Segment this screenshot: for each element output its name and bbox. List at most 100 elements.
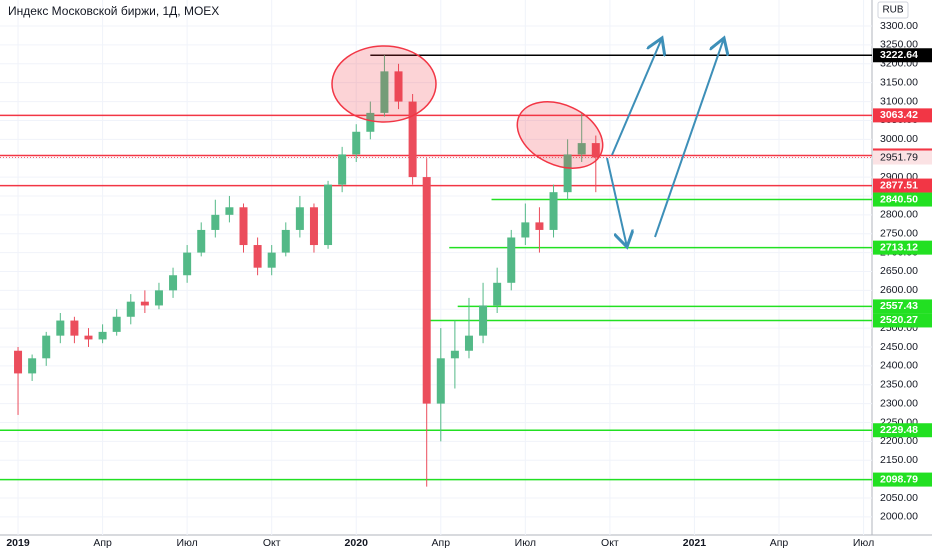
level-label: 2877.51 — [880, 179, 918, 191]
candle-body — [591, 143, 600, 158]
current-price-label: 2951.79 — [880, 151, 918, 163]
level-label-bg — [873, 299, 932, 314]
highlight-ellipse — [331, 45, 437, 123]
candle-body — [422, 177, 431, 404]
candle-body — [70, 320, 79, 336]
y-tick-label: 2150.00 — [880, 454, 918, 466]
x-tick-label: Июл — [176, 537, 197, 549]
candle-body — [295, 207, 304, 230]
candle-body — [507, 237, 516, 283]
x-tick-label: Апр — [770, 537, 789, 549]
x-tick-label: Июл — [515, 537, 536, 549]
candle-body — [169, 275, 178, 291]
level-label: 2229.48 — [880, 424, 918, 436]
x-tick-label: Окт — [263, 537, 281, 549]
y-tick-label: 3100.00 — [880, 95, 918, 107]
candle-body — [521, 222, 530, 238]
candle-body — [394, 71, 403, 102]
candle-body — [140, 301, 149, 306]
y-tick-label: 2450.00 — [880, 341, 918, 353]
candle-body — [14, 350, 23, 374]
x-tick-label: Апр — [93, 537, 112, 549]
candle-body — [154, 290, 163, 306]
candle-body — [366, 112, 375, 132]
current-price-bg — [873, 150, 932, 165]
grid — [0, 0, 872, 535]
candle-body — [535, 222, 544, 230]
y-tick-label: 3300.00 — [880, 20, 918, 32]
candle-body — [577, 143, 586, 155]
candle-body — [112, 316, 121, 332]
level-label-bg — [873, 423, 932, 438]
candle-body — [28, 358, 37, 374]
y-tick-label: 2750.00 — [880, 227, 918, 239]
candle-body — [309, 207, 318, 246]
level-label: 2713.12 — [880, 241, 918, 253]
candle-body — [126, 301, 135, 317]
level-label-bg — [873, 472, 932, 487]
y-tick-label: 2000.00 — [880, 511, 918, 523]
candle-body — [563, 154, 572, 193]
candle-body — [408, 101, 417, 178]
level-label: 3063.42 — [880, 109, 918, 121]
level-label: 2098.79 — [880, 473, 918, 485]
chart-title: Индекс Московской биржи, 1Д, MOEX — [8, 4, 219, 18]
candle-body — [338, 154, 347, 185]
y-tick-label: 2300.00 — [880, 397, 918, 409]
x-tick-label: 2020 — [345, 537, 369, 549]
y-tick-label: 2050.00 — [880, 492, 918, 504]
y-tick-label: 2350.00 — [880, 379, 918, 391]
x-tick-label: 2019 — [6, 537, 30, 549]
level-label-bg — [873, 178, 932, 193]
y-tick-label: 2400.00 — [880, 360, 918, 372]
forecast-arrow — [654, 38, 724, 238]
y-tick-label: 2600.00 — [880, 284, 918, 296]
candle-body — [42, 335, 51, 359]
candle-body — [98, 331, 107, 340]
candle-body — [352, 131, 361, 155]
currency-label: RUB — [882, 5, 903, 16]
y-tick-label: 2650.00 — [880, 265, 918, 277]
forecast-arrow — [611, 38, 662, 156]
level-label: 2520.27 — [880, 314, 918, 326]
candle-body — [281, 229, 290, 253]
y-tick-label: 3150.00 — [880, 76, 918, 88]
x-tick-label: 2021 — [683, 537, 707, 549]
x-tick-label: Июл — [853, 537, 874, 549]
level-label-bg — [873, 192, 932, 207]
candle-body — [267, 252, 276, 268]
level-label-bg — [873, 108, 932, 123]
level-label: 3222.64 — [880, 49, 918, 61]
candle-body — [197, 229, 206, 253]
axis-labels: 2000.002050.002100.002150.002200.002250.… — [6, 20, 932, 549]
candle-body — [56, 320, 65, 336]
candle-body — [479, 305, 488, 336]
level-label-bg — [873, 48, 932, 63]
candle-body — [183, 252, 192, 276]
level-label-bg — [873, 240, 932, 255]
candle-body — [493, 282, 502, 306]
candle-body — [436, 358, 445, 404]
forecast-arrow — [606, 157, 627, 247]
candle-body — [84, 335, 93, 340]
candles — [14, 55, 600, 487]
candle-body — [380, 71, 389, 113]
level-label: 2840.50 — [880, 193, 918, 205]
y-tick-label: 2200.00 — [880, 435, 918, 447]
candle-body — [225, 207, 234, 215]
y-tick-label: 3000.00 — [880, 133, 918, 145]
x-tick-label: Апр — [432, 537, 451, 549]
candle-body — [549, 192, 558, 230]
levels — [0, 54, 872, 481]
candle-body — [324, 184, 333, 246]
level-label-bg — [873, 313, 932, 328]
candle-body — [464, 335, 473, 351]
y-tick-label: 3250.00 — [880, 39, 918, 51]
y-tick-label: 2800.00 — [880, 209, 918, 221]
currency-box — [877, 1, 909, 19]
highlight-ellipse — [516, 101, 604, 169]
level-label: 2557.43 — [880, 300, 918, 312]
candle-body — [450, 350, 459, 359]
